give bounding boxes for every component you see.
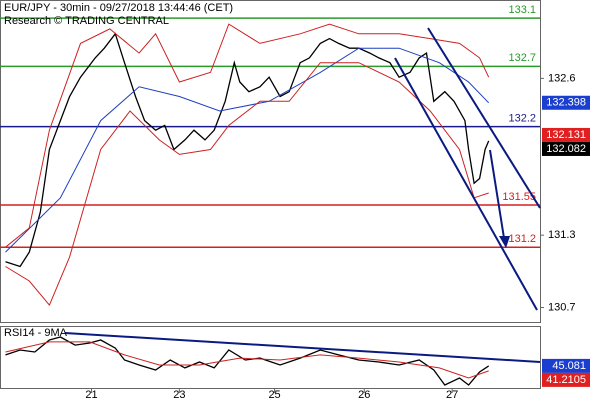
price-tag-label: 132.082 (546, 143, 586, 155)
price-tag-label: 132.131 (546, 129, 586, 141)
level-label: 131.55 (502, 191, 536, 203)
x-tick-label: 25 (268, 389, 280, 400)
x-tick-label: 26 (358, 389, 370, 400)
chart-title: EUR/JPY - 30min - 09/27/2018 13:44:46 (C… (4, 2, 233, 14)
chart-subtitle: Research © TRADING CENTRAL (4, 15, 169, 27)
x-tick-label: 21 (85, 389, 97, 400)
x-tick-label: 27 (446, 389, 458, 400)
plot-layer: 132.6 131.3 130.7 133.1 132.7 132.2 131.55 131.… (0, 4, 576, 400)
level-label: 132.7 (508, 52, 536, 64)
price-tag-label: 45.081 (552, 360, 586, 372)
price-tag-label: 132.398 (546, 97, 586, 109)
series-line (5, 32, 490, 268)
arrow-head (499, 236, 510, 248)
series-line (5, 23, 490, 248)
level-label: 131.2 (508, 233, 536, 245)
rsi-title: RSI14 - 9MA (4, 327, 68, 339)
price-tag-label: 41.2105 (546, 374, 586, 386)
price-tag (542, 95, 590, 110)
level-label: 132.2 (508, 113, 536, 125)
level-label: 133.1 (508, 4, 536, 16)
trend-line (394, 57, 538, 311)
price-tag (542, 141, 590, 156)
rsi-trend-line (64, 332, 541, 363)
series-line (5, 341, 489, 379)
tag-layer: 132.398 132.131 132.082 45.081 41.2105 (542, 95, 590, 387)
y-tick-label: 132.6 (548, 72, 576, 84)
arrow-shaft (489, 149, 505, 239)
y-tick-label: 130.7 (548, 301, 576, 313)
price-tag (542, 127, 590, 142)
price-tag (542, 372, 590, 387)
price-panel-frame (0, 0, 541, 323)
trend-line (427, 27, 541, 209)
y-tick-label: 131.3 (548, 229, 576, 241)
x-tick-label: 23 (173, 389, 185, 400)
rsi-panel-frame (0, 326, 541, 389)
series-line (5, 62, 489, 307)
price-tag (542, 358, 590, 373)
